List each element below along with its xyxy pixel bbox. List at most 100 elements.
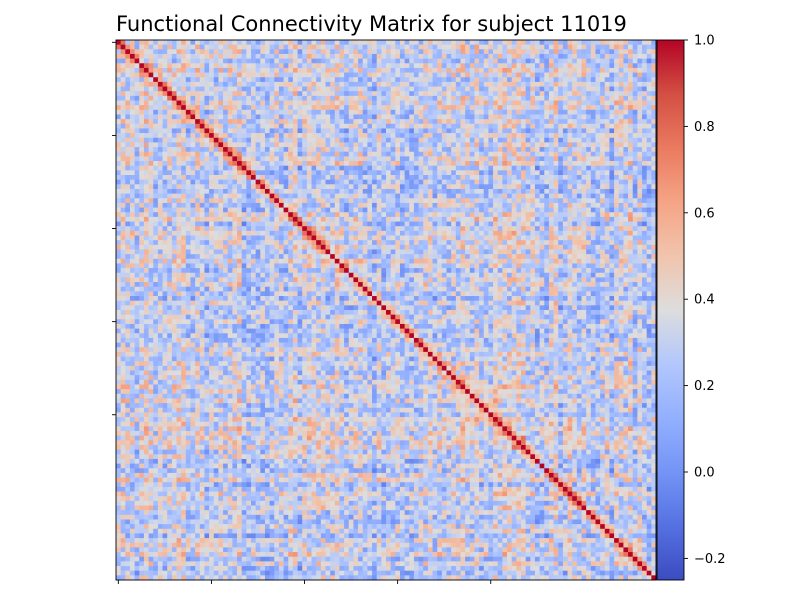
heatmap-cell [255,49,261,55]
heatmap-cell [558,137,564,143]
heatmap-cell [330,221,336,227]
heatmap-cell [390,49,396,55]
heatmap-cell [553,53,559,59]
heatmap-cell [209,188,215,194]
heatmap-cell [474,72,480,78]
heatmap-cell [465,170,471,176]
heatmap-cell [539,40,545,46]
heatmap-cell [251,100,257,106]
heatmap-cell [539,123,545,129]
heatmap-cell [646,226,652,232]
heatmap-cell [358,179,364,185]
heatmap-cell [241,81,247,87]
heatmap-cell [251,216,257,222]
heatmap-cell [562,77,568,83]
heatmap-cell [302,188,308,194]
heatmap-cell [339,81,345,87]
heatmap-cell [223,226,229,232]
heatmap-cell [171,63,177,69]
heatmap-cell [334,40,340,46]
heatmap-cell [125,142,131,148]
heatmap-cell [483,53,489,59]
heatmap-cell [302,212,308,218]
heatmap-cell [264,193,270,199]
heatmap-cell [129,40,135,46]
heatmap-cell [260,128,266,134]
heatmap-cell [469,53,475,59]
heatmap-cell [572,156,578,162]
heatmap-cell [153,165,159,171]
heatmap-cell [116,95,122,101]
heatmap-cell [376,133,382,139]
heatmap-cell [334,175,340,181]
heatmap-cell [474,212,480,218]
heatmap-cell [199,230,205,236]
heatmap-cell [474,128,480,134]
heatmap-cell [581,216,587,222]
heatmap-cell [628,40,634,46]
heatmap-cell [562,123,568,129]
heatmap-cell [283,77,289,83]
heatmap-cell [339,119,345,125]
heatmap-cell [274,170,280,176]
heatmap-cell [469,44,475,50]
heatmap-cell [548,179,554,185]
heatmap-cell [590,226,596,232]
heatmap-cell [395,175,401,181]
heatmap-cell [404,202,410,208]
heatmap-cell [251,77,257,83]
heatmap-cell [264,198,270,204]
heatmap-cell [223,137,229,143]
heatmap-cell [600,91,606,97]
heatmap-cell [525,109,531,115]
heatmap-cell [185,142,191,148]
heatmap-cell [386,147,392,153]
heatmap-cell [590,202,596,208]
heatmap-cell [362,188,368,194]
heatmap-cell [199,184,205,190]
heatmap-cell [460,198,466,204]
heatmap-cell [539,58,545,64]
heatmap-cell [260,109,266,115]
heatmap-cell [181,119,187,125]
heatmap-cell [232,221,238,227]
heatmap-cell [376,72,382,78]
heatmap-cell [441,53,447,59]
heatmap-cell [553,193,559,199]
heatmap-cell [348,170,354,176]
heatmap-cell [432,221,438,227]
heatmap-cell [195,86,201,92]
heatmap-cell [586,184,592,190]
heatmap-cell [516,95,522,101]
heatmap-cell [283,100,289,106]
heatmap-cell [367,188,373,194]
heatmap-cell [427,184,433,190]
heatmap-cell [427,114,433,120]
heatmap-cell [637,44,643,50]
heatmap-cell [651,221,657,227]
heatmap-cell [507,216,513,222]
heatmap-cell [176,95,182,101]
heatmap-cell [418,91,424,97]
heatmap-cell [348,86,354,92]
heatmap-cell [353,207,359,213]
heatmap-cell [581,179,587,185]
heatmap-cell [334,221,340,227]
heatmap-cell [218,170,224,176]
heatmap-cell [311,44,317,50]
heatmap-cell [260,44,266,50]
heatmap-cell [576,198,582,204]
heatmap-cell [604,100,610,106]
heatmap-cell [255,105,261,111]
heatmap-cell [427,188,433,194]
heatmap-cell [479,202,485,208]
heatmap-cell [134,202,140,208]
heatmap-cell [162,63,168,69]
heatmap-cell [297,128,303,134]
heatmap-cell [460,44,466,50]
heatmap-cell [334,133,340,139]
heatmap-cell [511,216,517,222]
heatmap-cell [339,142,345,148]
heatmap-cell [572,91,578,97]
heatmap-cell [521,221,527,227]
